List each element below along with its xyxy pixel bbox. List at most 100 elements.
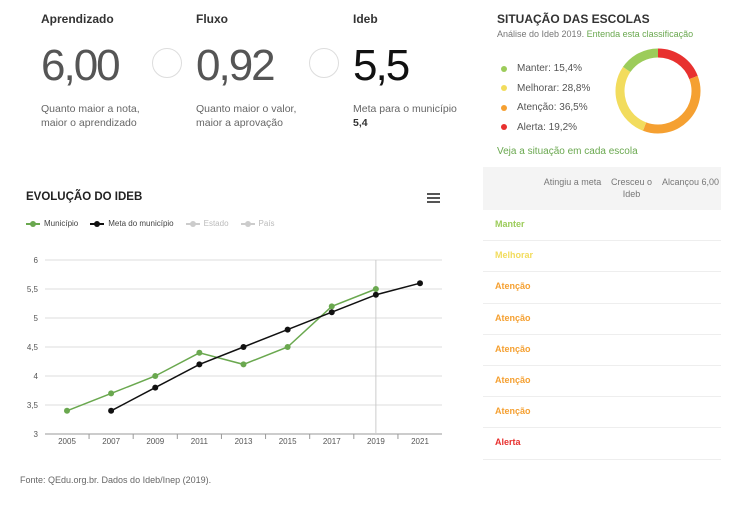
legend-label: Alerta: 19,2% bbox=[517, 121, 578, 133]
chart-legend-item[interactable]: Meta do município bbox=[90, 219, 174, 228]
data-point[interactable] bbox=[372, 291, 379, 298]
table-row[interactable]: Melhorar bbox=[483, 241, 721, 273]
table-body: Manter Melhorar Atenção Atenção Atenção Atenç… bbox=[483, 210, 721, 460]
ideb-line-chart: 3 3,5 4 4,5 5 5,5 6 2005 2007 2009 2011 2013 2015 201… bbox=[27, 256, 442, 446]
legend-dot-icon bbox=[501, 124, 507, 131]
situacao-subtitle: Análise do Ideb 2019. Entenda esta class… bbox=[497, 29, 694, 39]
situacao-legend: Manter: 15,4% Melhorar: 28,8% Atenção: 36,… bbox=[497, 59, 717, 137]
metric-fluxo: Fluxo 0,92 Quanto maior o valor, maior a… bbox=[196, 12, 336, 130]
series-swatch-icon bbox=[185, 220, 200, 227]
data-point[interactable] bbox=[328, 303, 335, 310]
metric-ideb: Ideb 5,5 Meta para o município 5,4 bbox=[353, 12, 493, 130]
data-point[interactable] bbox=[240, 344, 247, 350]
series-swatch-icon bbox=[240, 220, 255, 227]
table-header: Atingiu a meta Cresceu o Ideb Alcançou 6… bbox=[483, 167, 721, 210]
series-name: País bbox=[258, 219, 275, 228]
data-point[interactable] bbox=[240, 361, 247, 368]
header-atingiu: Atingiu a meta bbox=[543, 177, 602, 187]
series-swatch-icon bbox=[26, 220, 40, 227]
table-row[interactable]: Atenção bbox=[483, 397, 721, 429]
chart-legend-item[interactable]: País bbox=[240, 219, 275, 228]
metric-value: 6,00 bbox=[41, 41, 121, 90]
donut-slice bbox=[615, 66, 647, 131]
table-row[interactable]: Atenção bbox=[483, 272, 721, 304]
data-point[interactable] bbox=[372, 286, 379, 292]
series-swatch-icon bbox=[90, 220, 105, 227]
x-tick-label: 2009 bbox=[146, 437, 164, 446]
legend-dot-icon bbox=[501, 104, 507, 111]
x-tick-label: 2021 bbox=[411, 437, 429, 446]
x-tick-label: 2017 bbox=[323, 437, 341, 446]
series-name: Estado bbox=[203, 219, 229, 228]
data-point[interactable] bbox=[417, 280, 423, 287]
metric-title: Aprendizado bbox=[41, 12, 114, 26]
data-point[interactable] bbox=[152, 384, 159, 391]
table-row[interactable]: Atenção bbox=[483, 366, 721, 398]
schools-table: Atingiu a meta Cresceu o Ideb Alcançou 6… bbox=[483, 167, 721, 460]
classification-link[interactable]: Entenda esta classificação bbox=[586, 29, 694, 39]
separator-circle-icon bbox=[152, 48, 182, 78]
data-point[interactable] bbox=[64, 407, 70, 414]
situacao-legend-item: Alerta: 19,2% bbox=[497, 118, 717, 138]
x-tick-label: 2005 bbox=[58, 437, 76, 446]
donut-slice bbox=[642, 75, 701, 134]
table-row[interactable]: Alerta bbox=[483, 428, 721, 460]
series-name: Meta do município bbox=[108, 219, 174, 228]
data-point[interactable] bbox=[284, 344, 291, 350]
situacao-title: SITUAÇÃO DAS ESCOLAS bbox=[497, 12, 650, 26]
situacao-legend-item: Melhorar: 28,8% bbox=[497, 79, 717, 99]
table-row[interactable]: Manter bbox=[483, 210, 721, 242]
y-tick-label: 6 bbox=[34, 256, 39, 265]
donut-slice bbox=[622, 48, 659, 73]
hamburger-menu-icon[interactable] bbox=[427, 193, 440, 204]
metric-description: Quanto maior o valor, maior a aprovação bbox=[196, 103, 297, 129]
legend-dot-icon bbox=[501, 85, 507, 92]
data-point[interactable] bbox=[108, 407, 115, 414]
y-tick-label: 5,5 bbox=[27, 285, 39, 294]
metric-value: 5,5 bbox=[353, 41, 410, 90]
metric-aprendizado: Aprendizado 6,00 Quanto maior a nota, ma… bbox=[41, 12, 181, 130]
y-tick-label: 4,5 bbox=[27, 343, 39, 352]
legend-dot-icon bbox=[501, 65, 507, 72]
legend-label: Manter: 15,4% bbox=[517, 63, 583, 75]
data-point[interactable] bbox=[328, 309, 335, 316]
y-tick-label: 3,5 bbox=[27, 401, 39, 410]
chart-title: EVOLUÇÃO DO IDEB bbox=[26, 191, 143, 203]
situacao-legend-item: Manter: 15,4% bbox=[497, 59, 717, 79]
series-name: Município bbox=[44, 219, 79, 228]
x-tick-label: 2007 bbox=[102, 437, 120, 446]
header-alcancou: Alcançou 6,00 bbox=[661, 177, 720, 187]
y-tick-label: 4 bbox=[34, 372, 39, 381]
situacao-panel: SITUAÇÃO DAS ESCOLAS Análise do Ideb 201… bbox=[497, 12, 717, 157]
metric-title: Fluxo bbox=[196, 12, 228, 26]
see-schools-link[interactable]: Veja a situação em cada escola bbox=[497, 146, 638, 157]
table-row[interactable]: Atenção bbox=[483, 335, 721, 366]
chart-legend-item[interactable]: Estado bbox=[185, 219, 229, 228]
metric-description: Meta para o município 5,4 bbox=[353, 103, 457, 129]
legend-label: Atenção: 36,5% bbox=[517, 102, 588, 114]
meta-value: 5,4 bbox=[353, 117, 368, 129]
x-tick-label: 2019 bbox=[367, 437, 385, 446]
metric-title: Ideb bbox=[353, 12, 378, 26]
data-point[interactable] bbox=[196, 349, 203, 356]
data-point[interactable] bbox=[284, 326, 291, 333]
data-point[interactable] bbox=[108, 390, 115, 397]
header-cresceu: Cresceu o Ideb bbox=[610, 177, 653, 199]
data-point[interactable] bbox=[152, 373, 159, 379]
situacao-legend-item: Atenção: 36,5% bbox=[497, 98, 717, 118]
table-row[interactable]: Atenção bbox=[483, 304, 721, 335]
chart-legend: Município Meta do município Estado País bbox=[26, 219, 287, 228]
donut-slice bbox=[657, 48, 698, 80]
situacao-donut-chart bbox=[615, 48, 701, 134]
source-note: Fonte: QEdu.org.br. Dados do Ideb/Inep (… bbox=[20, 475, 212, 485]
metric-value: 0,92 bbox=[196, 41, 276, 90]
chart-legend-item[interactable]: Município bbox=[26, 219, 78, 228]
legend-label: Melhorar: 28,8% bbox=[517, 82, 591, 94]
x-tick-label: 2015 bbox=[279, 437, 297, 446]
data-point[interactable] bbox=[196, 361, 203, 368]
x-tick-label: 2011 bbox=[191, 437, 209, 446]
x-tick-label: 2013 bbox=[235, 437, 253, 446]
series-line bbox=[66, 288, 377, 412]
y-tick-label: 3 bbox=[34, 430, 39, 439]
separator-circle-icon bbox=[309, 48, 339, 78]
